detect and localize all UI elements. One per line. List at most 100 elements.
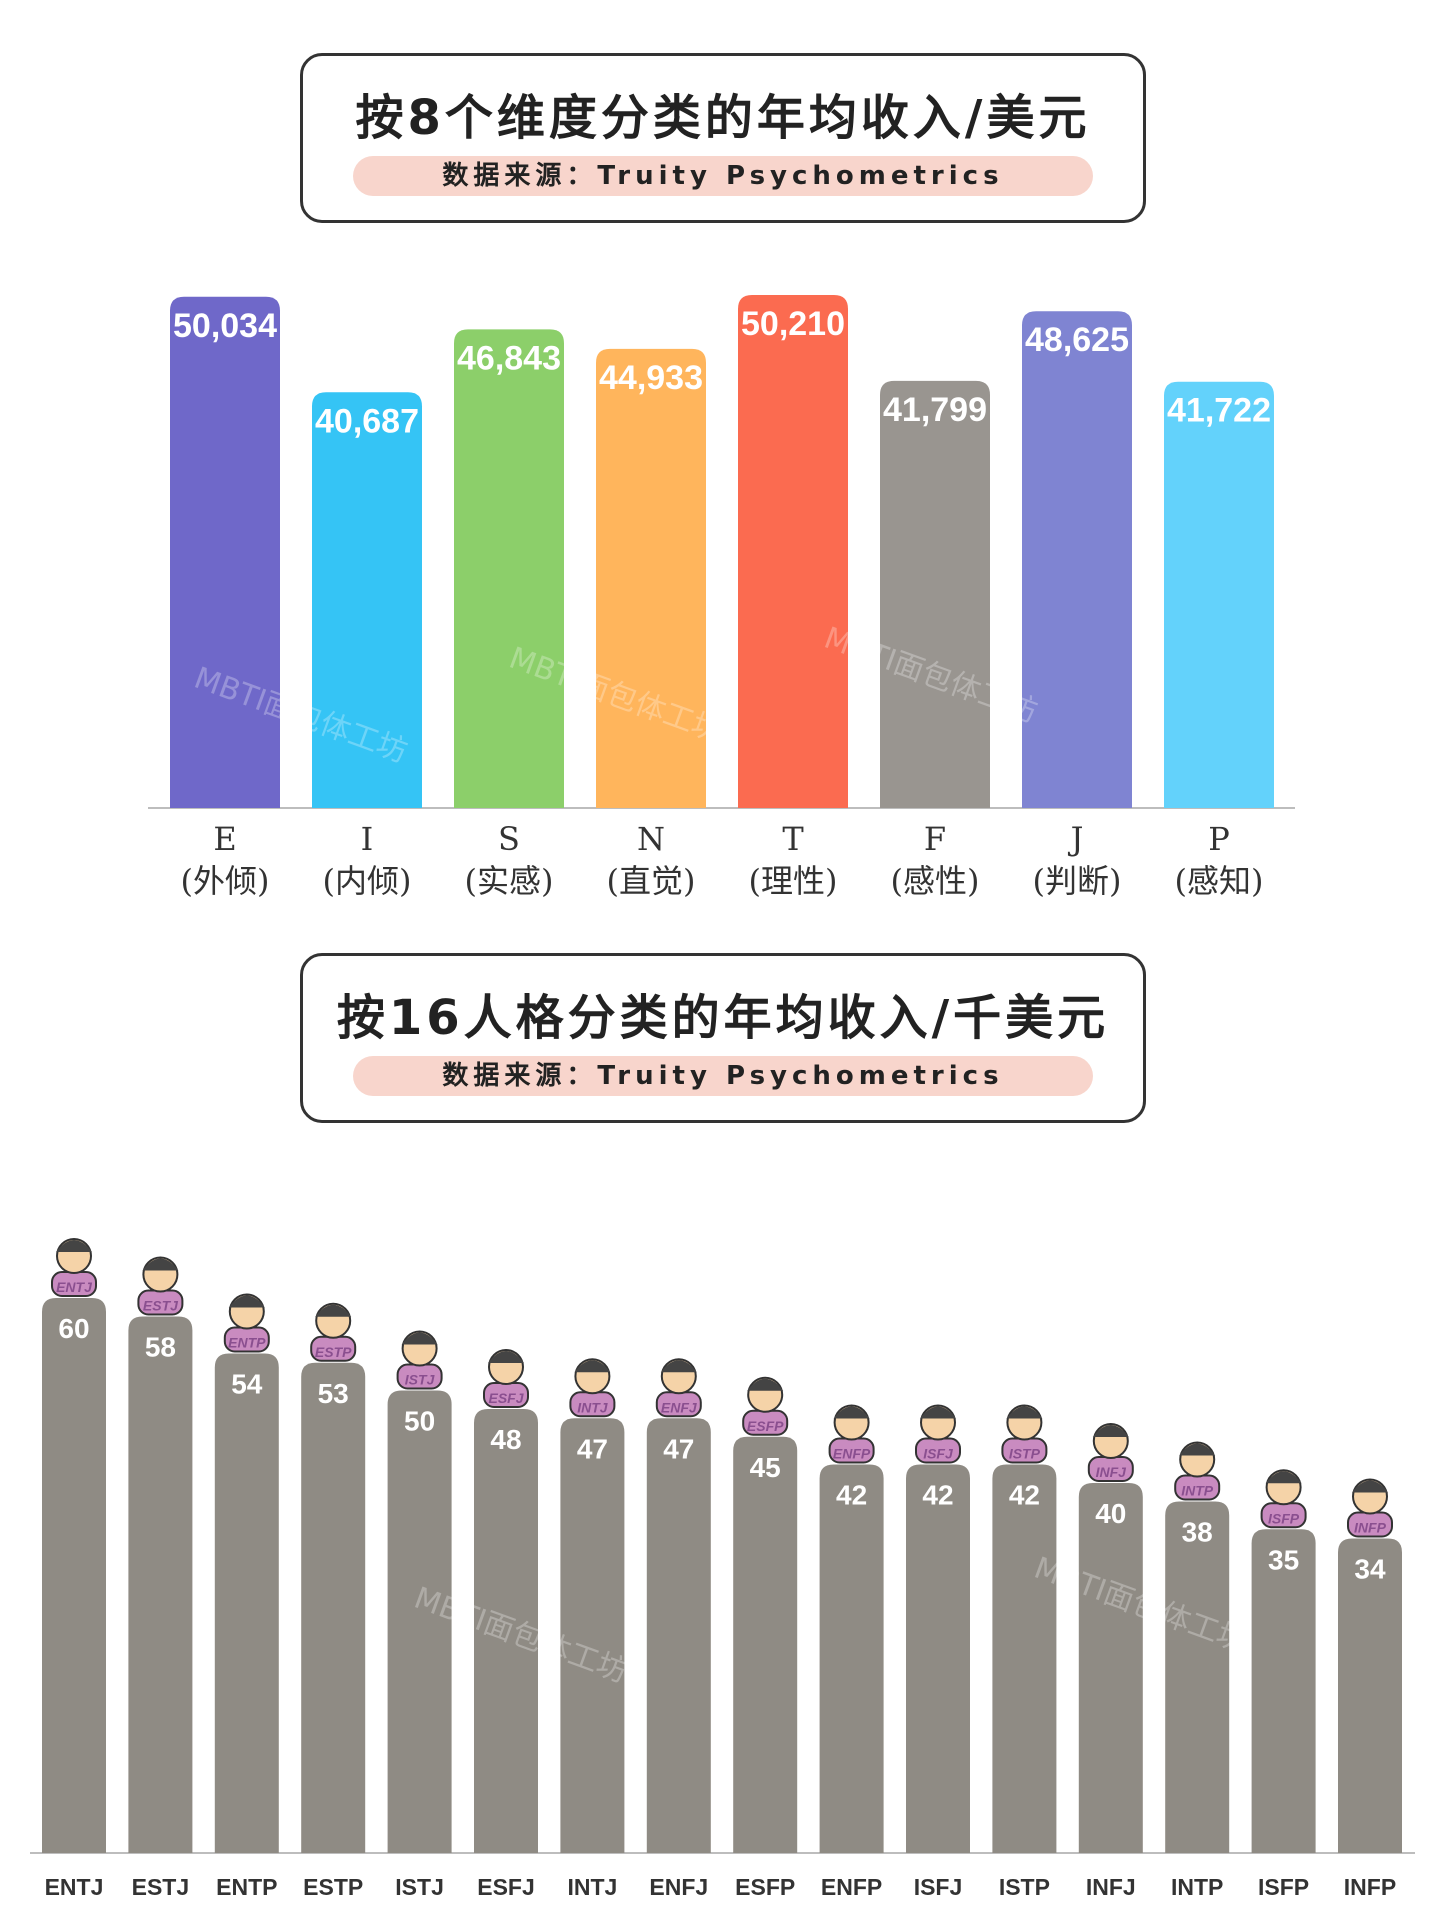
x-tick-sublabel: (理性) xyxy=(749,862,838,900)
avatar-icon xyxy=(483,1349,529,1408)
x-tick-label: J xyxy=(1068,820,1084,858)
data-label: 60 xyxy=(58,1313,89,1344)
bar xyxy=(42,1298,106,1853)
data-label: 48 xyxy=(490,1424,521,1455)
x-tick-label: S xyxy=(498,820,520,858)
bar xyxy=(1338,1538,1402,1853)
avatar-hair xyxy=(228,1295,265,1308)
avatar-tag: ESFP xyxy=(747,1418,784,1434)
data-label: 48,625 xyxy=(1025,321,1129,359)
x-tick-label: I xyxy=(361,820,374,858)
avatar-icon xyxy=(1347,1478,1393,1538)
avatar-tag: ESTJ xyxy=(143,1298,179,1314)
chart1-source: 数据来源：Truity Psychometrics xyxy=(353,156,1093,196)
avatar-tag: ISFJ xyxy=(923,1446,954,1462)
data-label: 41,799 xyxy=(883,391,987,429)
bar xyxy=(474,1409,538,1853)
avatar-icon xyxy=(223,1293,270,1353)
x-tick-sublabel: (判断) xyxy=(1033,862,1122,900)
avatar-tag: ENTJ xyxy=(56,1279,93,1295)
x-tick-sublabel: (感性) xyxy=(891,862,980,900)
bar xyxy=(301,1362,366,1853)
avatar-hair xyxy=(747,1378,784,1391)
avatar-tag: INFP xyxy=(1354,1520,1387,1536)
avatar-tag: ISTP xyxy=(1009,1446,1041,1462)
avatar-tag: ENFJ xyxy=(661,1399,698,1415)
bar xyxy=(1022,311,1132,808)
x-tick-label: ISTJ xyxy=(395,1874,444,1900)
avatar-tag: ENTP xyxy=(228,1335,266,1351)
avatar-icon xyxy=(137,1256,184,1316)
chart1-title: 按8个维度分类的年均收入/美元 xyxy=(355,90,1091,146)
avatar-tag: ESFJ xyxy=(488,1390,524,1406)
data-label: 58 xyxy=(145,1332,176,1363)
data-label: 50,210 xyxy=(741,305,845,343)
avatar-hair xyxy=(833,1406,870,1419)
chart2-title: 按16人格分类的年均收入/千美元 xyxy=(336,990,1110,1046)
bar xyxy=(312,392,422,808)
avatar-hair xyxy=(1352,1480,1388,1493)
data-label: 50 xyxy=(404,1406,435,1437)
avatar-icon xyxy=(1001,1404,1048,1464)
x-tick-label: ENTP xyxy=(216,1874,277,1900)
x-tick-label: ESFP xyxy=(735,1874,795,1900)
data-label: 44,933 xyxy=(599,359,703,397)
avatar-icon xyxy=(1174,1441,1221,1501)
x-tick-sublabel: (直觉) xyxy=(607,862,696,900)
avatar-icon xyxy=(742,1376,789,1436)
data-label: 35 xyxy=(1268,1544,1299,1575)
avatar-hair xyxy=(401,1332,438,1345)
data-label: 50,034 xyxy=(173,307,277,345)
bar xyxy=(819,1464,884,1853)
avatar-hair xyxy=(142,1258,179,1271)
x-tick-label: INFP xyxy=(1344,1874,1396,1900)
avatar-icon xyxy=(310,1302,357,1362)
bar xyxy=(170,296,280,808)
data-label: 53 xyxy=(318,1378,349,1409)
avatar-icon xyxy=(1260,1469,1307,1529)
avatar-icon xyxy=(396,1330,443,1390)
avatar-icon xyxy=(569,1358,616,1418)
chart1-title-card: 按8个维度分类的年均收入/美元 数据来源：Truity Psychometric… xyxy=(300,53,1146,223)
data-label: 45 xyxy=(750,1452,781,1483)
avatar-hair xyxy=(56,1240,92,1252)
bar xyxy=(992,1464,1057,1853)
bar xyxy=(880,380,990,808)
x-tick-sublabel: (内倾) xyxy=(323,862,412,900)
bar xyxy=(1164,381,1274,808)
avatar-hair xyxy=(1265,1471,1302,1484)
avatar-icon xyxy=(1087,1423,1134,1482)
bar xyxy=(733,1436,798,1853)
bar xyxy=(646,1418,711,1853)
data-label: 38 xyxy=(1182,1517,1213,1548)
avatar-hair xyxy=(574,1360,611,1373)
data-label: 40,687 xyxy=(315,402,419,440)
avatar-tag: ENFP xyxy=(833,1446,871,1462)
x-tick-sublabel: (感知) xyxy=(1175,862,1264,900)
avatar-icon xyxy=(915,1404,961,1464)
x-tick-label: ENFJ xyxy=(649,1874,708,1900)
x-tick-label: ESFJ xyxy=(477,1874,535,1900)
x-tick-label: INTJ xyxy=(567,1874,617,1900)
bar xyxy=(596,348,706,808)
chart2-source: 数据来源：Truity Psychometrics xyxy=(353,1056,1093,1096)
x-tick-label: P xyxy=(1208,820,1230,858)
avatar-hair xyxy=(1179,1443,1216,1456)
bar xyxy=(560,1418,625,1853)
x-tick-label: INFJ xyxy=(1086,1874,1136,1900)
x-tick-label: ISFP xyxy=(1258,1874,1309,1900)
avatar-hair xyxy=(315,1304,352,1317)
bar xyxy=(1078,1483,1143,1853)
data-label: 47 xyxy=(663,1433,694,1464)
x-tick-label: ENTJ xyxy=(45,1874,104,1900)
data-label: 54 xyxy=(231,1369,263,1400)
data-label: 42 xyxy=(1009,1480,1040,1511)
x-tick-label: ESTP xyxy=(303,1874,363,1900)
x-tick-sublabel: (实感) xyxy=(465,862,554,900)
avatar-tag: ESTP xyxy=(315,1344,352,1360)
avatar-hair xyxy=(488,1351,524,1363)
x-tick-label: T xyxy=(782,820,804,858)
data-label: 42 xyxy=(922,1480,953,1511)
avatar-tag: INTP xyxy=(1181,1483,1214,1499)
data-label: 47 xyxy=(577,1433,608,1464)
